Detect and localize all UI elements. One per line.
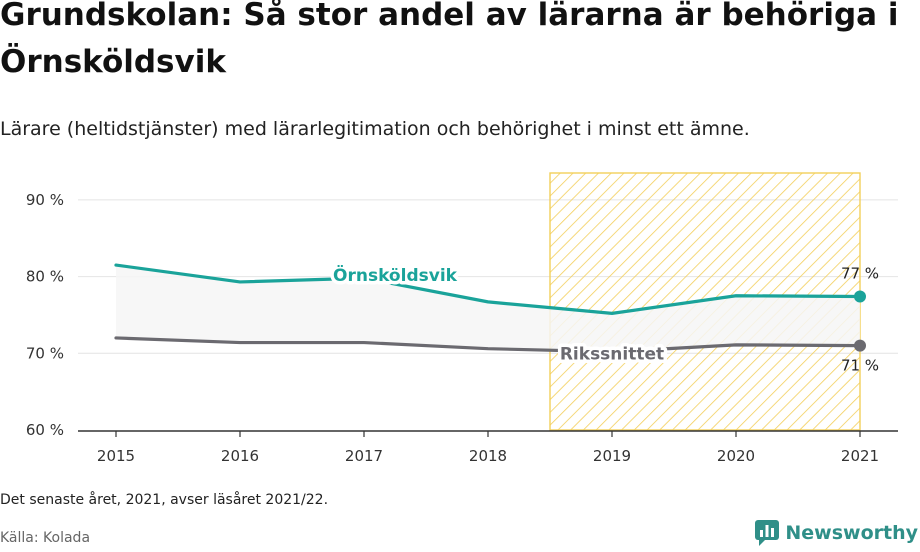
y-tick-label: 70 % (26, 344, 64, 362)
end-value-label: 71 % (841, 357, 879, 375)
x-tick-label: 2018 (469, 447, 507, 465)
x-tick-label: 2020 (717, 447, 755, 465)
newsworthy-chart-icon (755, 520, 780, 546)
y-tick-label: 90 % (26, 191, 64, 209)
series-line (114, 336, 862, 354)
end-value-label: 77 % (841, 265, 879, 283)
line-chart: Örnsköldsvik 77 % Rikssnittet 71 % 60 % 70 %… (26, 172, 898, 465)
brand-logo: Newsworthy (755, 520, 918, 546)
x-tick-label: 2019 (593, 447, 631, 465)
series-label: Örnsköldsvik (333, 264, 458, 286)
end-point (854, 339, 866, 352)
series-line (114, 263, 862, 315)
difference-band (116, 265, 860, 352)
y-tick-label: 80 % (26, 268, 64, 286)
y-tick-label: 60 % (26, 421, 64, 439)
footnote: Det senaste året, 2021, avser läsåret 20… (0, 492, 329, 508)
x-tick-label: 2017 (345, 447, 383, 465)
x-tick-label: 2021 (841, 447, 879, 465)
chart-title: Grundskolan: Så stor andel av lärarna är… (0, 0, 899, 80)
series-label: Rikssnittet (560, 344, 664, 364)
brand-name: Newsworthy (785, 522, 918, 544)
chart-subtitle: Lärare (heltidstjänster) med lärarlegiti… (0, 118, 750, 140)
x-tick-label: 2015 (97, 447, 135, 465)
end-point (854, 290, 866, 303)
source-label: Källa: Kolada (0, 530, 91, 546)
x-tick-label: 2016 (221, 447, 259, 465)
